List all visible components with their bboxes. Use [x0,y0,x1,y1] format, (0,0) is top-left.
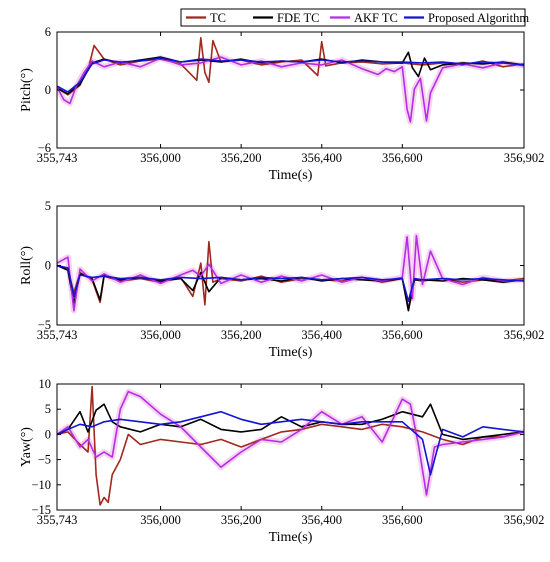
x-tick-label: 356,902 [504,328,545,342]
y-axis-title: Yaw(°) [19,427,34,467]
legend-box [180,8,526,27]
x-axis-title: Time(s) [269,530,313,545]
subplot-roll: 355,743 356,000 356,200 356,400 356,600 356,9… [19,199,544,360]
x-tick-label: 356,600 [382,513,423,527]
x-tick-label: 355,743 [37,513,78,527]
series-group [57,232,524,314]
x-tick-label: 356,000 [140,151,181,165]
x-axis-title: Time(s) [269,345,313,360]
series-line-fde-tc [57,403,524,441]
legend-entry-label: Proposed Algorithm [428,11,529,25]
legend-entry-label: FDE TC [277,11,320,25]
y-axis-title: Roll(°) [19,246,34,285]
series-line-akf-tc [57,56,524,123]
x-tick-label: 356,902 [504,513,545,527]
y-tick-label: 5 [45,199,51,213]
y-tick-label: 0 [45,83,51,97]
series-line-proposed-algorithm [57,264,524,303]
plot-area [57,384,524,510]
legend-entry-label: AKF TC [354,11,398,25]
x-tick-label: 356,000 [140,328,181,342]
subplot-pitch: 355,743 356,000 356,200 356,400 356,600 356,9… [19,8,545,183]
y-axis-title: Pitch(°) [19,68,34,112]
x-tick-label: 356,902 [504,151,545,165]
subplot-yaw: 355,743 356,000 356,200 356,400 356,600 356,9… [19,377,544,545]
y-tick-label: 0 [45,259,51,273]
legend: TC FDE TC AKF TC Proposed Algorithm [180,8,529,27]
x-tick-label: 355,743 [37,328,78,342]
x-tick-label: 356,200 [221,513,262,527]
y-tick-label: −15 [31,503,51,517]
x-tick-label: 356,000 [140,513,181,527]
plot-frame [56,383,525,511]
x-tick-label: 356,600 [382,151,423,165]
x-tick-label: 356,400 [301,513,342,527]
x-tick-label: 356,600 [382,328,423,342]
y-tick-label: 10 [39,377,52,391]
y-tick-label: −5 [38,318,51,332]
series-line-akf-tc [57,390,524,496]
series-group [57,36,524,125]
y-tick-label: −10 [31,478,51,492]
y-tick-label: 0 [45,427,51,441]
x-tick-label: 356,400 [301,151,342,165]
series-line-proposed-algorithm [57,410,524,476]
y-tick-label: −5 [38,453,51,467]
legend-entry-label: TC [210,11,226,25]
series-line-tc [57,385,524,506]
series-group [57,385,524,506]
x-axis-title: Time(s) [269,168,313,183]
x-tick-label: 356,400 [301,328,342,342]
y-tick-label: 6 [45,25,51,39]
x-tick-label: 355,743 [37,151,78,165]
series-line-proposed-algorithm [57,57,524,93]
y-tick-label: −6 [38,141,51,155]
plot-area [57,32,524,148]
plot-area [57,206,524,325]
y-tick-label: 5 [45,402,51,416]
x-tick-label: 356,200 [221,328,262,342]
x-tick-label: 356,200 [221,151,262,165]
